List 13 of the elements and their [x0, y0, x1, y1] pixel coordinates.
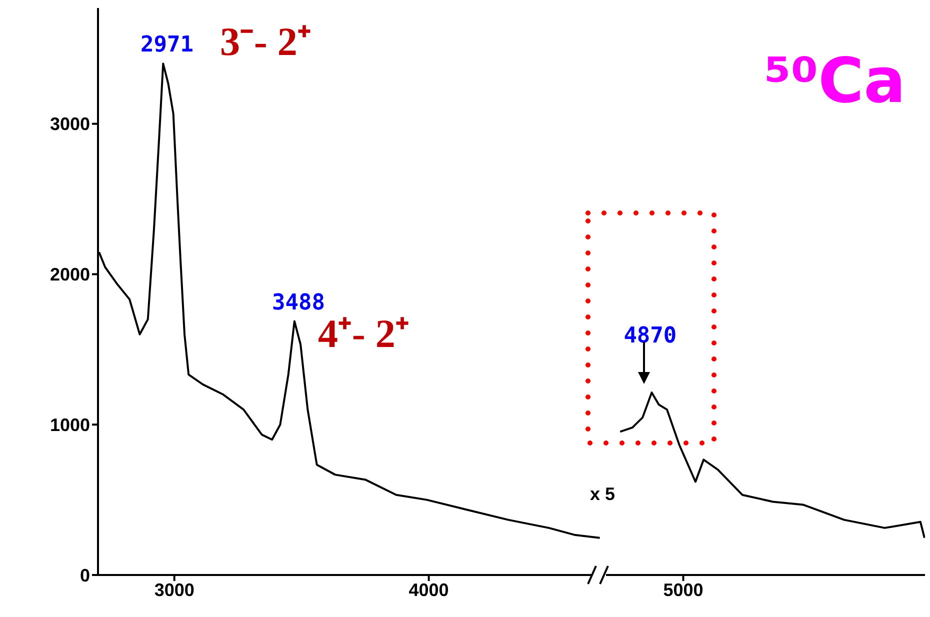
annotation: x 5: [590, 484, 616, 504]
line-series: [619, 392, 925, 539]
y-tick-label: 2000: [50, 264, 90, 285]
x-tick-label: 3000: [154, 580, 194, 600]
y-tick-label: 0: [80, 565, 90, 586]
annotation: 2971: [140, 32, 194, 58]
annotation: 4870: [624, 324, 677, 349]
y-tick-label: 3000: [50, 114, 90, 134]
annotation: ⁵⁰Ca: [764, 44, 906, 117]
x-tick-label: 4000: [408, 580, 449, 600]
y-tick-label: 1000: [50, 414, 90, 435]
annotation: 3⁻- 2⁺: [220, 19, 312, 64]
x-tick-label: 5000: [663, 580, 704, 600]
